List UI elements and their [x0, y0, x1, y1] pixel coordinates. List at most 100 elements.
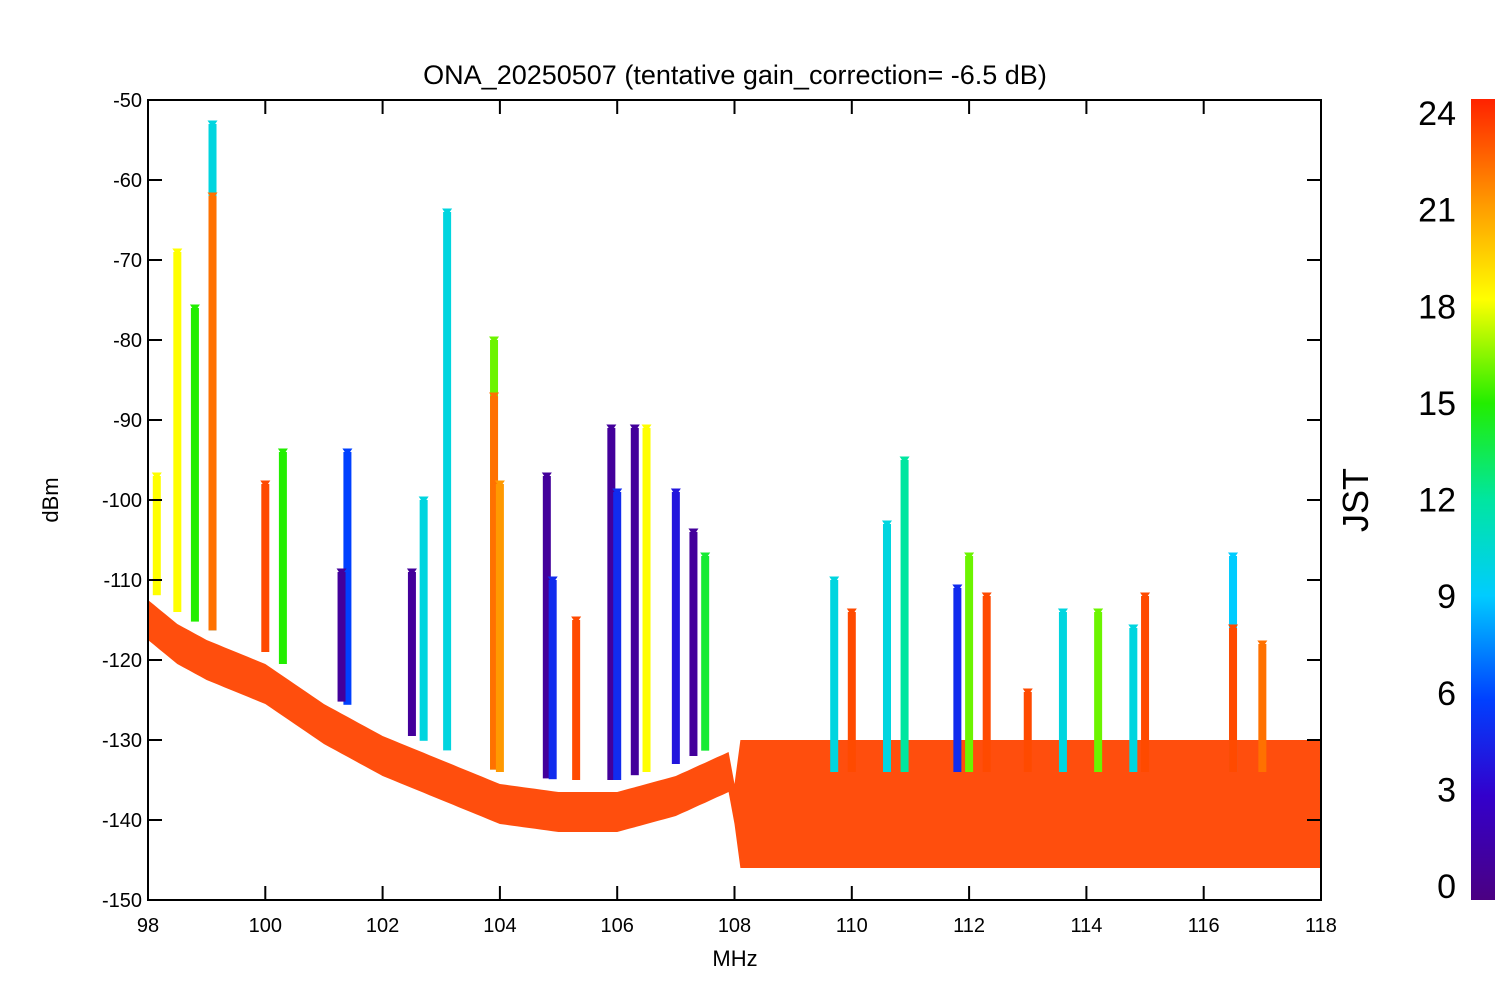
peak-marker: [260, 480, 271, 488]
carrier-stack: [641, 424, 652, 772]
carrier-stack: [172, 248, 183, 612]
carrier-stack: [981, 592, 992, 772]
y-tick-label: -120: [102, 650, 142, 672]
carrier-stack: [1228, 624, 1239, 772]
carrier-stack: [260, 480, 271, 652]
peak-marker: [189, 304, 200, 312]
carrier-bar: [689, 532, 698, 756]
peak-marker: [1257, 640, 1268, 648]
carrier-bar: [1258, 644, 1267, 772]
carrier-bar: [495, 484, 504, 772]
peak-marker: [277, 448, 288, 456]
carrier-bar: [1229, 628, 1238, 772]
noise-floor-band: [148, 600, 1321, 868]
carrier-stack: [881, 520, 892, 772]
carrier-stack: [1093, 608, 1104, 772]
peak-marker: [494, 480, 505, 488]
carrier-bar: [671, 492, 680, 764]
y-tick-label: -90: [113, 410, 142, 432]
x-tick-label: 114: [1070, 915, 1102, 937]
peak-marker: [1228, 624, 1239, 632]
carrier-bar: [982, 596, 991, 772]
colorbar-title: JST: [1335, 468, 1376, 532]
colorbar-tick-label: 21: [1418, 192, 1456, 230]
carrier-stack: [629, 424, 640, 776]
peak-marker: [1228, 552, 1239, 560]
y-tick-label: -100: [102, 490, 142, 512]
carrier-stack: [571, 616, 582, 780]
peak-marker: [829, 576, 840, 584]
carrier-stack: [494, 480, 505, 772]
y-tick-label: -140: [102, 810, 142, 832]
carrier-stack: [1140, 592, 1151, 772]
colorbar: [1471, 99, 1495, 900]
carrier-stack: [952, 584, 963, 772]
x-tick-label: 118: [1305, 915, 1337, 937]
carrier-bar: [1129, 628, 1138, 772]
carrier-stack: [207, 192, 218, 631]
carrier-stack: [1022, 688, 1033, 772]
axis-ticks: 98 100 102 104 106 108 110 112 114 116 118 -50 -60 -7…: [102, 90, 1337, 937]
peak-marker: [541, 472, 552, 480]
y-axis-title: dBm: [38, 477, 63, 522]
y-tick-label: -80: [113, 330, 142, 352]
peak-marker: [641, 424, 652, 432]
peak-marker: [1128, 624, 1139, 632]
carrier-bar: [642, 428, 651, 772]
carrier-stack: [336, 568, 347, 702]
colorbar-tick-label: 0: [1437, 868, 1456, 906]
colorbar-ticks: 0 3 6 9 12 15 18 21 24: [1418, 95, 1456, 906]
peak-marker: [629, 424, 640, 432]
peak-marker: [342, 448, 353, 456]
x-tick-label: 116: [1188, 915, 1220, 937]
carrier-stack: [899, 456, 910, 772]
x-tick-label: 110: [836, 915, 868, 937]
peak-marker: [172, 248, 183, 256]
peak-marker: [899, 456, 910, 464]
carrier-bar: [278, 452, 287, 664]
carrier-bar: [1058, 612, 1067, 772]
peak-marker: [207, 192, 218, 200]
peak-marker: [846, 608, 857, 616]
carrier-bar: [1141, 596, 1150, 772]
carrier-bar: [152, 476, 161, 596]
carrier-stack: [829, 576, 840, 772]
peak-marker: [964, 552, 975, 560]
chart-title: ONA_20250507 (tentative gain_correction=…: [423, 60, 1047, 90]
carrier-bar: [613, 492, 622, 780]
peak-marker: [151, 472, 162, 480]
carrier-stack: [547, 576, 558, 780]
peak-marker: [418, 496, 429, 504]
carrier-stack: [1057, 608, 1068, 772]
peak-marker: [207, 120, 218, 128]
carrier-bar: [419, 500, 428, 741]
carrier-stack: [541, 472, 552, 779]
colorbar-tick-label: 6: [1437, 675, 1456, 713]
x-tick-label: 106: [601, 915, 634, 937]
carrier-stack: [189, 304, 200, 622]
carrier-bar: [1094, 612, 1103, 772]
carrier-bar: [830, 580, 839, 772]
carrier-bar: [337, 572, 346, 702]
carrier-bar: [407, 572, 416, 736]
carrier-bar: [882, 524, 891, 772]
peak-marker: [670, 488, 681, 496]
carrier-stack: [1128, 624, 1139, 772]
carrier-stack: [688, 528, 699, 756]
colorbar-tick-label: 9: [1437, 578, 1456, 616]
x-axis-title: MHz: [712, 946, 757, 971]
x-tick-label: 102: [366, 915, 399, 937]
carrier-stack: [277, 448, 288, 664]
peak-marker: [1093, 608, 1104, 616]
x-tick-label: 98: [137, 915, 159, 937]
peak-marker: [571, 616, 582, 624]
colorbar-tick-label: 24: [1418, 95, 1456, 133]
carrier-bar: [343, 452, 352, 705]
peak-marker: [612, 488, 623, 496]
peak-marker: [547, 576, 558, 584]
y-tick-label: -150: [102, 890, 142, 912]
colorbar-tick-label: 15: [1418, 385, 1456, 423]
x-tick-label: 104: [483, 915, 516, 937]
y-tick-label: -70: [113, 250, 142, 272]
carrier-bar: [630, 428, 639, 776]
